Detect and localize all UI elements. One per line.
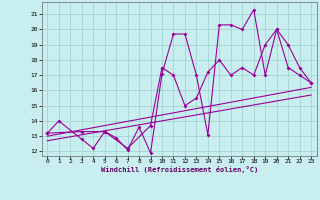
X-axis label: Windchill (Refroidissement éolien,°C): Windchill (Refroidissement éolien,°C) [100, 166, 258, 173]
